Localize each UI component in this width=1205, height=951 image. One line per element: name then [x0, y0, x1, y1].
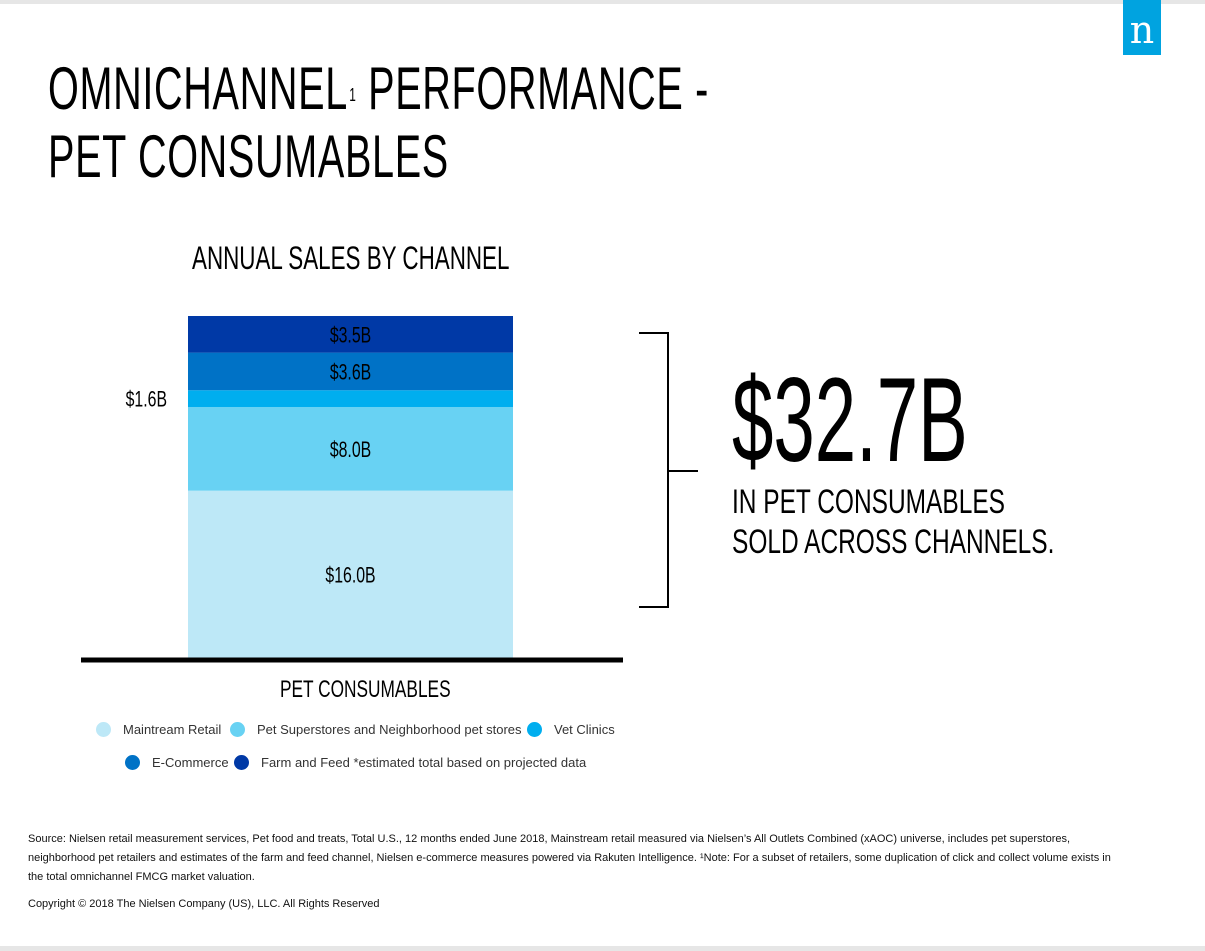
- legend-label-ecommerce: E-Commerce: [152, 755, 229, 770]
- total-value: $32.7B: [732, 353, 968, 487]
- legend-swatch-vet: [527, 722, 542, 737]
- legend-swatch-superstores: [230, 722, 245, 737]
- legend-label-vet: Vet Clinics: [554, 722, 615, 737]
- page-title: OMNICHANNEL1 PERFORMANCE - PET CONSUMABL…: [48, 55, 709, 191]
- bar-segment-superstores: [188, 406, 513, 491]
- total-caption-line2: SOLD ACROSS CHANNELS.: [732, 523, 1055, 561]
- legend-item-ecommerce: E-Commerce: [125, 755, 229, 770]
- category-label: PET CONSUMABLES: [280, 676, 451, 703]
- legend-swatch-farm: [234, 755, 249, 770]
- bar-segment-vet: [188, 390, 513, 407]
- legend-swatch-ecommerce: [125, 755, 140, 770]
- data-label-superstores: $8.0B: [330, 438, 371, 462]
- top-rule: [0, 0, 1205, 4]
- chart-title: ANNUAL SALES BY CHANNEL: [192, 240, 510, 276]
- legend-item-mainstream: Maintream Retail: [96, 722, 221, 737]
- title-line1-rest: PERFORMANCE -: [356, 55, 709, 122]
- legend-item-vet: Vet Clinics: [527, 722, 615, 737]
- legend-label-superstores: Pet Superstores and Neighborhood pet sto…: [257, 722, 522, 737]
- source-note: Source: Nielsen retail measurement servi…: [28, 833, 1111, 883]
- bottom-rule: [0, 946, 1205, 951]
- legend-label-mainstream: Maintream Retail: [123, 722, 222, 737]
- bar-segment-ecommerce: [188, 352, 513, 391]
- title-line2: PET CONSUMABLES: [48, 123, 449, 190]
- legend-item-superstores: Pet Superstores and Neighborhood pet sto…: [230, 722, 522, 737]
- data-label-vet: $1.6B: [126, 388, 167, 412]
- total-caption-line1: IN PET CONSUMABLES: [732, 483, 1005, 521]
- data-label-farm: $3.5B: [330, 324, 371, 348]
- total-bracket: [639, 332, 698, 608]
- total-caption: IN PET CONSUMABLES SOLD ACROSS CHANNELS.: [732, 482, 1054, 562]
- legend-item-farm: Farm and Feed *estimated total based on …: [234, 755, 586, 770]
- bar-segment-farm: [188, 316, 513, 353]
- nielsen-logo: n: [1123, 0, 1161, 55]
- bar-segment-mainstream: [188, 490, 513, 658]
- data-label-ecommerce: $3.6B: [330, 361, 371, 385]
- data-label-mainstream: $16.0B: [325, 564, 375, 588]
- copyright: Copyright © 2018 The Nielsen Company (US…: [28, 898, 380, 910]
- legend-swatch-mainstream: [96, 722, 111, 737]
- title-footnote-mark: 1: [349, 85, 357, 105]
- legend-label-farm: Farm and Feed *estimated total based on …: [261, 755, 587, 770]
- title-line1: OMNICHANNEL: [48, 55, 348, 122]
